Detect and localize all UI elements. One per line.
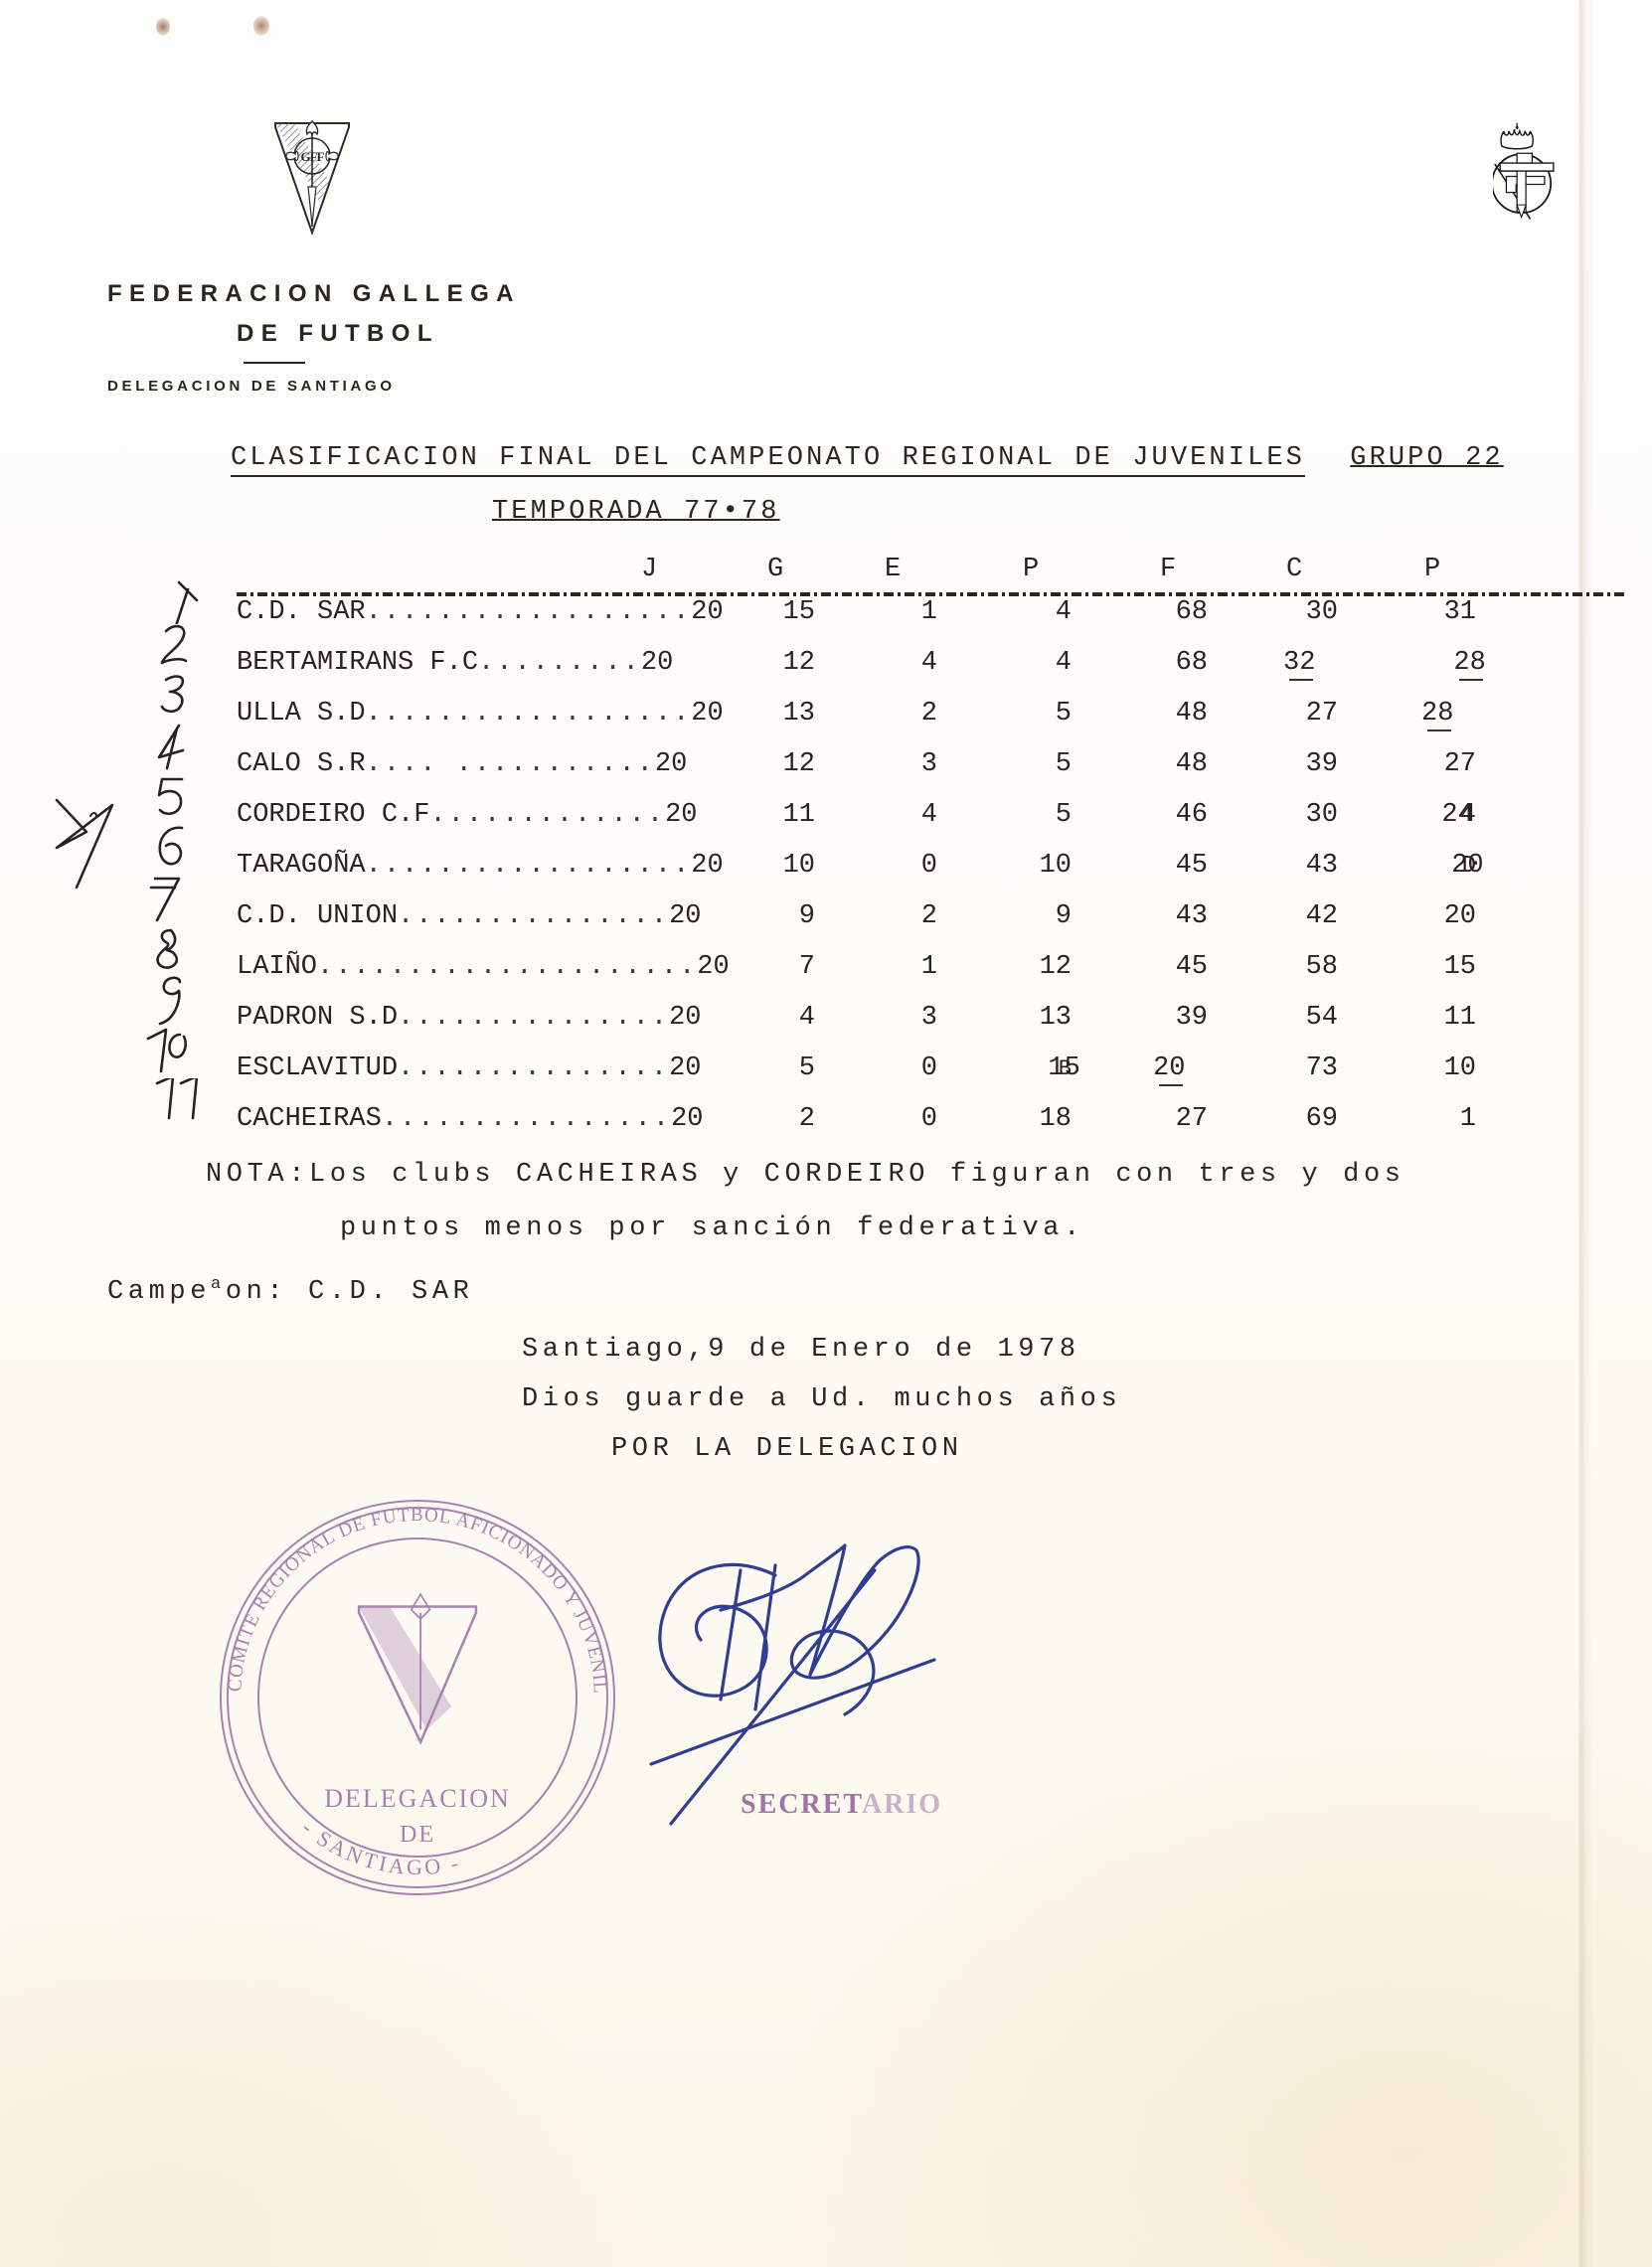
svg-text:DE: DE: [400, 1822, 435, 1848]
svg-text:DELEGACION: DELEGACION: [324, 1784, 511, 1813]
